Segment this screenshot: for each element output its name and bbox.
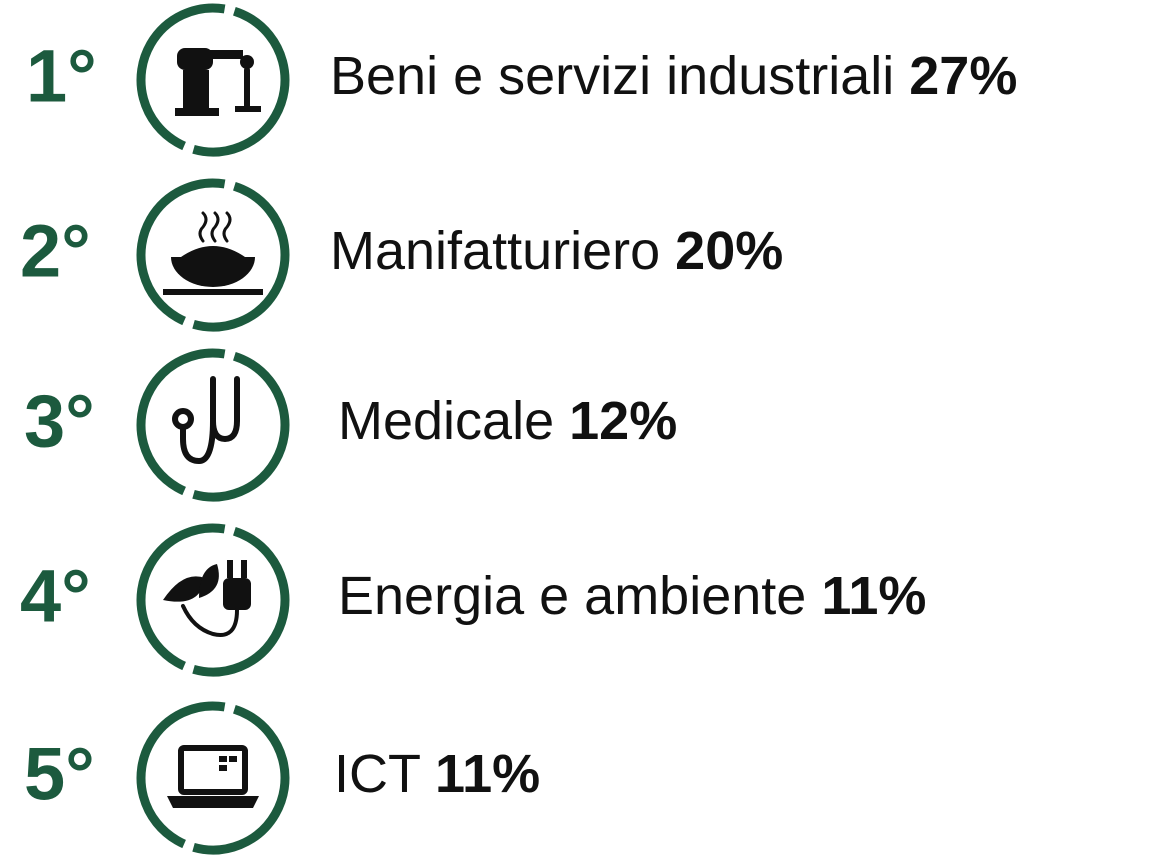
item-text: Medicale 12% xyxy=(338,391,677,451)
item-label: Manifatturiero xyxy=(330,221,660,281)
item-text: Manifatturiero 20% xyxy=(330,221,783,281)
icon-ring xyxy=(136,523,290,677)
item-share: 11% xyxy=(821,566,926,626)
rank: 3° xyxy=(24,380,95,463)
icon-ring xyxy=(136,3,290,157)
item-label: Medicale xyxy=(338,391,554,451)
icon-energy xyxy=(163,560,251,637)
icon-laptop xyxy=(167,745,259,808)
item-text: ICT 11% xyxy=(334,744,540,804)
icon-ring xyxy=(136,348,290,502)
item-share: 27% xyxy=(909,46,1017,106)
item-label: ICT xyxy=(334,744,420,804)
item-text: Energia e ambiente 11% xyxy=(338,566,926,626)
item-share: 20% xyxy=(675,221,783,281)
item-share: 12% xyxy=(569,391,677,451)
rank: 2° xyxy=(20,210,91,293)
rank: 4° xyxy=(20,555,91,638)
rank: 5° xyxy=(24,733,95,816)
icon-stethoscope xyxy=(172,376,240,465)
icon-ring xyxy=(136,178,290,332)
rank: 1° xyxy=(26,35,97,118)
icon-food xyxy=(163,211,263,295)
icon-ring xyxy=(136,701,290,855)
item-label: Energia e ambiente xyxy=(338,566,806,626)
item-text: Beni e servizi industriali 27% xyxy=(330,46,1017,106)
icon-industry xyxy=(175,48,261,116)
item-label: Beni e servizi industriali xyxy=(330,46,894,106)
item-share: 11% xyxy=(435,744,540,804)
